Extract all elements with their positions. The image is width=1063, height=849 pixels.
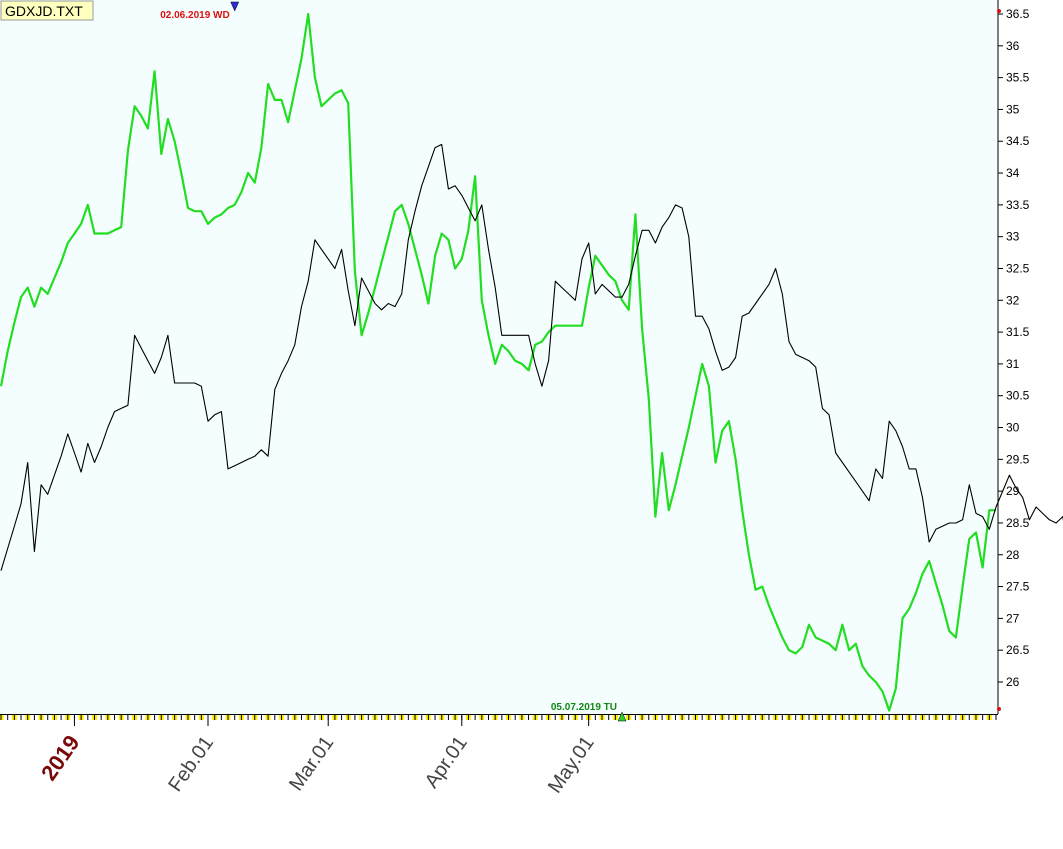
y-tick-label: 34.5 [1006, 134, 1030, 148]
x-tick-highlight [0, 715, 4, 720]
y-tick-label: 29.5 [1006, 452, 1030, 466]
high-marker [230, 1, 240, 12]
axis-marker-top [997, 9, 1001, 13]
x-tick-label: Feb.01 [164, 732, 218, 796]
y-tick-label: 30 [1006, 421, 1020, 435]
ticker-label: GDXJD.TXT [5, 3, 83, 19]
y-tick-label: 28 [1006, 548, 1020, 562]
series-layer [0, 12, 1063, 712]
y-tick-label: 35.5 [1006, 71, 1030, 85]
y-tick-label: 36.5 [1006, 7, 1030, 21]
x-axis: 2019 Feb.01 Mar.01 Apr.01 May.01 [0, 714, 997, 797]
high-annotation: 02.06.2019 WD [160, 10, 230, 21]
y-tick-label: 26.5 [1006, 643, 1030, 657]
annotation-layer: 02.06.2019 WD 05.07.2019 TU [160, 1, 1001, 722]
y-axis: 36.5 36 35.5 35 34.5 34 33.5 33 32.5 32 31.5 31 30.5… [998, 7, 1030, 689]
y-tick-label: 27.5 [1006, 580, 1030, 594]
series-line-black [0, 143, 1063, 571]
x-tick-label: May.01 [544, 732, 599, 797]
x-tick-label: Apr.01 [421, 732, 472, 792]
y-tick-label: 31.5 [1006, 325, 1030, 339]
y-tick-label: 28.5 [1006, 516, 1030, 530]
y-tick-label: 32 [1006, 293, 1020, 307]
low-marker [617, 711, 627, 722]
y-tick-label: 32.5 [1006, 261, 1030, 275]
y-tick-label: 26 [1006, 675, 1020, 689]
ticker-box [0, 0, 94, 21]
y-tick-label: 34 [1006, 166, 1020, 180]
axis-marker-bottom [997, 707, 1001, 711]
y-tick-label: 30.5 [1006, 389, 1030, 403]
x-tick-label: 2019 [36, 731, 85, 785]
y-tick-label: 35 [1006, 102, 1020, 116]
x-tick-label: Mar.01 [285, 732, 338, 795]
y-tick-label: 36 [1006, 39, 1020, 53]
y-tick-label: 33.5 [1006, 198, 1030, 212]
low-annotation: 05.07.2019 TU [551, 702, 617, 713]
y-tick-label: 27 [1006, 611, 1020, 625]
y-tick-label: 31 [1006, 357, 1020, 371]
y-tick-label: 33 [1006, 230, 1020, 244]
series-line-green [0, 12, 996, 712]
